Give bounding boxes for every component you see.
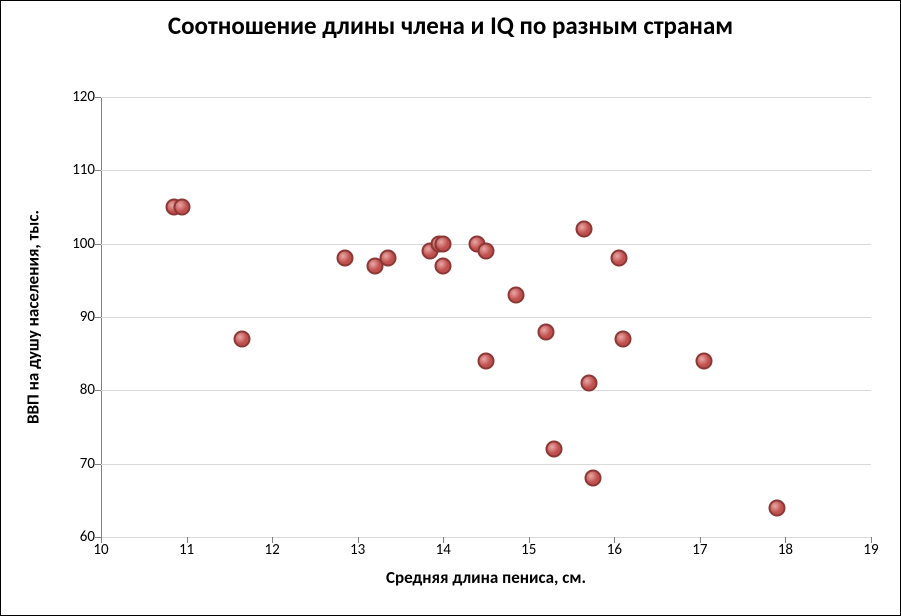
x-tick-label: 19 (863, 537, 878, 559)
x-tick-label: 17 (692, 537, 707, 559)
scatter-chart: Соотношение длины члена и IQ по разным с… (0, 0, 901, 616)
scatter-point (435, 235, 452, 252)
scatter-point (610, 250, 627, 267)
plot-area: 6070809010011012010111213141516171819 (101, 97, 871, 537)
y-tick-label: 70 (80, 455, 101, 473)
scatter-point (537, 323, 554, 340)
x-axis-label: Средняя длина пениса, см. (101, 567, 871, 588)
scatter-point (174, 199, 191, 216)
x-tick-label: 15 (521, 537, 536, 559)
scatter-point (696, 353, 713, 370)
scatter-point (478, 243, 495, 260)
gridline (101, 97, 871, 98)
y-tick-label: 80 (80, 381, 101, 399)
gridline (101, 537, 871, 538)
scatter-point (507, 287, 524, 304)
gridline (101, 170, 871, 171)
y-tick-label: 100 (72, 235, 101, 253)
scatter-point (546, 441, 563, 458)
y-axis-label: ВВП на душу населения, тыс. (23, 97, 44, 537)
x-tick-label: 14 (436, 537, 451, 559)
gridline (101, 317, 871, 318)
scatter-point (580, 375, 597, 392)
x-tick-label: 10 (93, 537, 108, 559)
scatter-point (379, 250, 396, 267)
scatter-point (614, 331, 631, 348)
scatter-point (435, 257, 452, 274)
scatter-point (478, 353, 495, 370)
gridline (101, 390, 871, 391)
scatter-point (234, 331, 251, 348)
y-tick-label: 110 (72, 161, 101, 179)
y-tick-label: 90 (80, 308, 101, 326)
scatter-point (584, 470, 601, 487)
x-tick-label: 11 (179, 537, 194, 559)
x-tick-label: 18 (778, 537, 793, 559)
chart-title: Соотношение длины члена и IQ по разным с… (1, 11, 900, 41)
x-tick-label: 16 (607, 537, 622, 559)
scatter-point (768, 499, 785, 516)
x-tick-label: 12 (265, 537, 280, 559)
y-tick-label: 120 (72, 88, 101, 106)
scatter-point (336, 250, 353, 267)
x-tick-label: 13 (350, 537, 365, 559)
gridline (101, 464, 871, 465)
scatter-point (576, 221, 593, 238)
